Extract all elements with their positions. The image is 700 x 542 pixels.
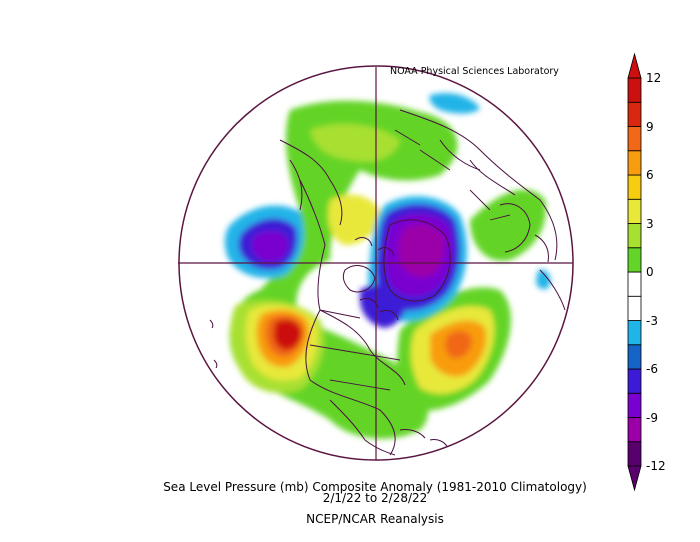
coast-greenland — [383, 219, 451, 302]
colorbar-segment — [627, 417, 642, 443]
positive-anomaly-redcore-atlantic — [444, 330, 472, 359]
colorbar-tick-label: 9 — [646, 119, 654, 134]
colorbar-segment — [627, 441, 642, 467]
colorbar-tick-label: 0 — [646, 265, 654, 279]
credit-label: NOAA Physical Sciences Laboratory — [390, 66, 559, 77]
coastlines — [209, 109, 566, 456]
coast-canadian-archipelago — [354, 237, 399, 321]
positive-anomaly-core-pacific — [273, 319, 302, 350]
coast-hudson-bay — [342, 265, 376, 293]
anomaly-field — [224, 93, 551, 439]
coast-north-america — [299, 179, 406, 456]
colorbar-tick-label: 6 — [646, 168, 654, 182]
colorbar-segment — [627, 174, 642, 200]
map-boundary — [178, 65, 574, 461]
colorbar-segment — [627, 126, 642, 152]
coast-alaska — [279, 139, 343, 226]
coast-europe — [539, 269, 566, 311]
positive-anomaly-yellow-north — [310, 123, 400, 162]
colorbar-segment — [627, 344, 642, 370]
positive-anomaly-yellow-alaska — [328, 194, 380, 245]
colorbar-segment — [627, 223, 642, 249]
colorbar-tick-label: -12 — [646, 459, 666, 473]
colorbar-segment — [627, 392, 642, 418]
coast-central-america — [329, 399, 396, 456]
colorbar-segment — [627, 247, 642, 273]
figure-title: Sea Level Pressure (mb) Composite Anomal… — [163, 480, 587, 494]
graticule — [178, 67, 573, 460]
colorbar-tick-label: 12 — [646, 71, 662, 85]
data-source: NCEP/NCAR Reanalysis — [306, 512, 444, 526]
negative-anomaly-siberia — [429, 93, 480, 114]
colorbar-segment — [627, 77, 642, 103]
colorbar-segment — [627, 198, 642, 224]
positive-anomaly-europe — [470, 189, 546, 261]
colorbar-segment — [627, 150, 642, 176]
coast-eurasia — [399, 109, 558, 261]
colorbar-segment — [627, 271, 642, 297]
negative-anomaly-greenland-trail — [360, 284, 406, 328]
colorbar-tick-label: 3 — [646, 216, 654, 231]
colorbar-min-extend — [627, 465, 642, 492]
colorbar — [627, 52, 642, 492]
negative-anomaly-pacific-core — [252, 231, 289, 262]
colorbar-tick-label: -6 — [646, 362, 658, 376]
colorbar-segment — [627, 320, 642, 346]
coast-scandinavia — [499, 203, 549, 263]
colorbar-max-extend — [627, 52, 642, 79]
negative-anomaly-iceland — [536, 269, 551, 290]
coast-pacific-islands — [209, 319, 224, 409]
political-borders — [309, 129, 511, 391]
colorbar-segment — [627, 101, 642, 127]
negative-anomaly-arctic-core — [398, 224, 445, 278]
date-range: 2/1/22 to 2/28/22 — [322, 491, 428, 505]
colorbar-tick-label: -9 — [646, 410, 658, 425]
colorbar-segment — [627, 295, 642, 321]
colorbar-tick-label: -3 — [646, 313, 658, 328]
colorbar-segment — [627, 368, 642, 394]
